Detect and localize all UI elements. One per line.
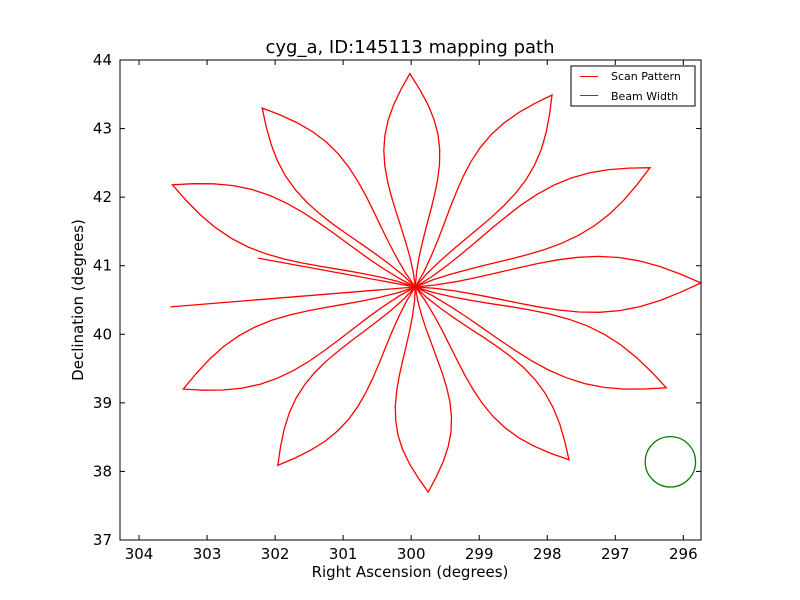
scan-petal	[414, 167, 652, 288]
y-tick-label: 40	[93, 325, 112, 343]
scan-petal	[383, 72, 441, 288]
y-axis-label: Declination (degrees)	[69, 219, 87, 381]
y-tick-label: 37	[93, 531, 112, 549]
x-tick-label: 301	[329, 545, 358, 563]
scan-open-segment	[170, 286, 416, 308]
x-tick-label: 304	[125, 545, 154, 563]
axis-ticks: 304 303 302 301 300 299 298 297 296 37 38 39 40 41 42 4…	[93, 51, 701, 563]
legend-box	[570, 65, 696, 107]
x-tick-label: 303	[193, 545, 222, 563]
y-tick-label: 44	[93, 51, 112, 69]
legend-label-scan: Scan Pattern	[611, 70, 681, 83]
scan-petal	[276, 286, 416, 467]
x-tick-label: 302	[261, 545, 290, 563]
y-tick-label: 38	[93, 462, 112, 480]
scan-petal	[414, 286, 570, 461]
scan-petal	[414, 93, 553, 288]
y-tick-label: 43	[93, 120, 112, 138]
scan-petal	[171, 183, 416, 288]
scan-petal	[261, 106, 416, 288]
x-tick-label: 296	[669, 545, 698, 563]
x-tick-label: 298	[533, 545, 562, 563]
x-tick-label: 300	[397, 545, 426, 563]
legend: Scan Pattern Beam Width	[570, 65, 696, 107]
axes-frame	[119, 59, 702, 541]
plot-area	[170, 72, 703, 494]
scan-open-segment	[257, 257, 416, 288]
scan-petal	[415, 286, 668, 390]
x-tick-label: 299	[465, 545, 494, 563]
y-tick-label: 41	[93, 257, 112, 275]
chart-title: cyg_a, ID:145113 mapping path	[265, 37, 554, 58]
scan-petal	[394, 286, 453, 494]
y-tick-label: 39	[93, 394, 112, 412]
y-tick-label: 42	[93, 188, 112, 206]
scan-petal	[181, 286, 416, 391]
x-tick-label: 297	[601, 545, 630, 563]
beam-width-circle	[644, 436, 697, 488]
x-axis-label: Right Ascension (degrees)	[312, 563, 509, 581]
legend-label-beam: Beam Width	[611, 90, 678, 103]
